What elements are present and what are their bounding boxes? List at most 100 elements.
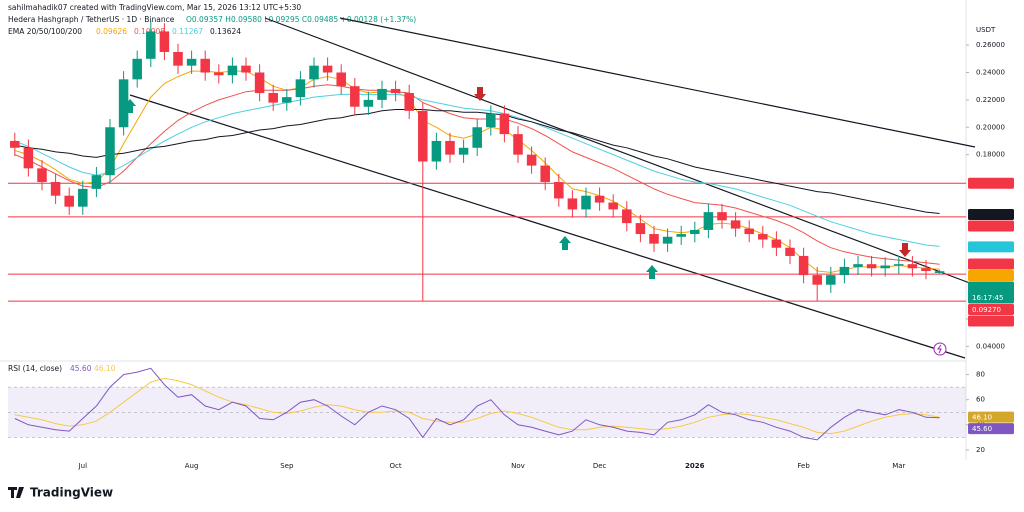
candle-body bbox=[390, 88, 401, 94]
candle-body bbox=[146, 31, 156, 59]
candle-body bbox=[812, 275, 822, 285]
candle-body bbox=[268, 93, 278, 103]
candle-body bbox=[540, 165, 550, 183]
candle-body bbox=[513, 134, 523, 155]
candle-body bbox=[241, 65, 251, 73]
rsi-value: 46.10 bbox=[94, 364, 116, 373]
credit: sahilmahadik07 created with TradingView.… bbox=[8, 3, 301, 12]
logo-icon bbox=[8, 487, 24, 498]
y-tick-label: 0.04000 bbox=[976, 342, 1005, 350]
ema-line bbox=[14, 109, 940, 214]
x-tick-label: Jul bbox=[78, 462, 88, 470]
indicator-value: 0.11267 bbox=[172, 27, 203, 36]
candle-body bbox=[934, 271, 945, 273]
candle-body bbox=[676, 234, 686, 237]
logo: TradingView bbox=[8, 486, 113, 500]
candle-body bbox=[200, 58, 210, 73]
candle-body bbox=[771, 239, 782, 248]
y-tick-label: 0.20000 bbox=[976, 123, 1005, 131]
candle-body bbox=[690, 229, 700, 235]
ohlc: O0.09357 H0.09580 L0.09295 C0.09485 +0.0… bbox=[186, 15, 416, 24]
candle-body bbox=[839, 266, 850, 276]
candle-body bbox=[132, 58, 142, 80]
price-badge bbox=[968, 220, 1014, 232]
candle-body bbox=[50, 182, 61, 196]
ema-line bbox=[14, 93, 940, 247]
candle-body bbox=[377, 88, 387, 100]
price-badge bbox=[968, 258, 1014, 270]
candle-body bbox=[730, 220, 741, 229]
x-tick-label: Mar bbox=[892, 462, 905, 470]
candle-body bbox=[309, 65, 319, 80]
down-arrow bbox=[474, 87, 486, 101]
y-tick-label: 80 bbox=[976, 371, 985, 379]
candle-body bbox=[418, 110, 428, 162]
y-tick-label: 0.18000 bbox=[976, 151, 1005, 159]
candle-body bbox=[78, 188, 88, 207]
x-tick-label: Feb bbox=[797, 462, 810, 470]
price-badge bbox=[968, 423, 1014, 435]
rsi-line bbox=[14, 367, 940, 441]
candle-body bbox=[758, 234, 768, 240]
up-arrow bbox=[559, 236, 571, 250]
x-tick-label: Sep bbox=[280, 462, 294, 470]
candle-body bbox=[798, 255, 809, 276]
y-tick-label: 0.22000 bbox=[976, 96, 1005, 104]
candle-body bbox=[594, 195, 605, 203]
candle-body bbox=[431, 140, 442, 162]
y-tick-label: 20 bbox=[976, 446, 985, 454]
ema-line bbox=[14, 84, 940, 265]
up-arrow bbox=[646, 265, 658, 279]
candle-body bbox=[581, 195, 591, 210]
candle-body bbox=[526, 154, 537, 166]
candle-body bbox=[907, 264, 918, 269]
candle-body bbox=[458, 147, 469, 155]
indicator: EMA 20/50/100/200 bbox=[8, 27, 82, 36]
price-badge bbox=[968, 209, 1014, 221]
candle-body bbox=[608, 202, 618, 210]
x-tick-label: Nov bbox=[511, 462, 525, 470]
candle-body bbox=[554, 182, 564, 199]
candle-body bbox=[350, 86, 360, 107]
event-icon bbox=[937, 344, 942, 354]
trendline bbox=[339, 17, 976, 148]
price-badge bbox=[968, 315, 1014, 327]
price-badge bbox=[968, 241, 1014, 253]
y-tick-label: 0.26000 bbox=[976, 41, 1005, 49]
indicator-value: 0.09626 bbox=[96, 27, 127, 36]
candle-body bbox=[785, 247, 795, 256]
price-badge-label: 46.10 bbox=[972, 413, 992, 421]
y-axis-unit: USDT bbox=[976, 26, 996, 34]
y-tick-label: 0.24000 bbox=[976, 69, 1005, 77]
candle-body bbox=[853, 264, 863, 267]
candle-body bbox=[622, 209, 632, 224]
candle-body bbox=[159, 31, 170, 52]
candle-body bbox=[445, 140, 455, 155]
rsi-band bbox=[8, 387, 966, 438]
candle-body bbox=[567, 198, 578, 210]
candle-body bbox=[880, 265, 890, 269]
candle-body bbox=[363, 99, 374, 107]
candle-body bbox=[10, 140, 20, 148]
candle-body bbox=[486, 113, 496, 128]
candle-body bbox=[254, 72, 265, 94]
up-arrow bbox=[124, 99, 136, 113]
price-badge-label: 0.09270 bbox=[972, 306, 1001, 314]
candle-body bbox=[186, 58, 197, 66]
candle-body bbox=[826, 275, 836, 285]
price-badge-label: 45.60 bbox=[972, 425, 992, 433]
candle-body bbox=[662, 236, 673, 244]
candle-body bbox=[921, 268, 931, 272]
candle-body bbox=[64, 195, 74, 207]
candle-body bbox=[649, 234, 659, 244]
candle-body bbox=[472, 127, 482, 148]
candle-body bbox=[744, 228, 754, 235]
candle-body bbox=[23, 147, 34, 169]
price-badge bbox=[968, 270, 1014, 282]
candle-body bbox=[282, 97, 292, 103]
countdown: 16:17:45 bbox=[972, 294, 1003, 302]
trendline bbox=[264, 17, 976, 286]
symbol: Hedera Hashgraph / TetherUS · 1D · Binan… bbox=[8, 15, 175, 24]
x-tick-label: Oct bbox=[390, 462, 402, 470]
